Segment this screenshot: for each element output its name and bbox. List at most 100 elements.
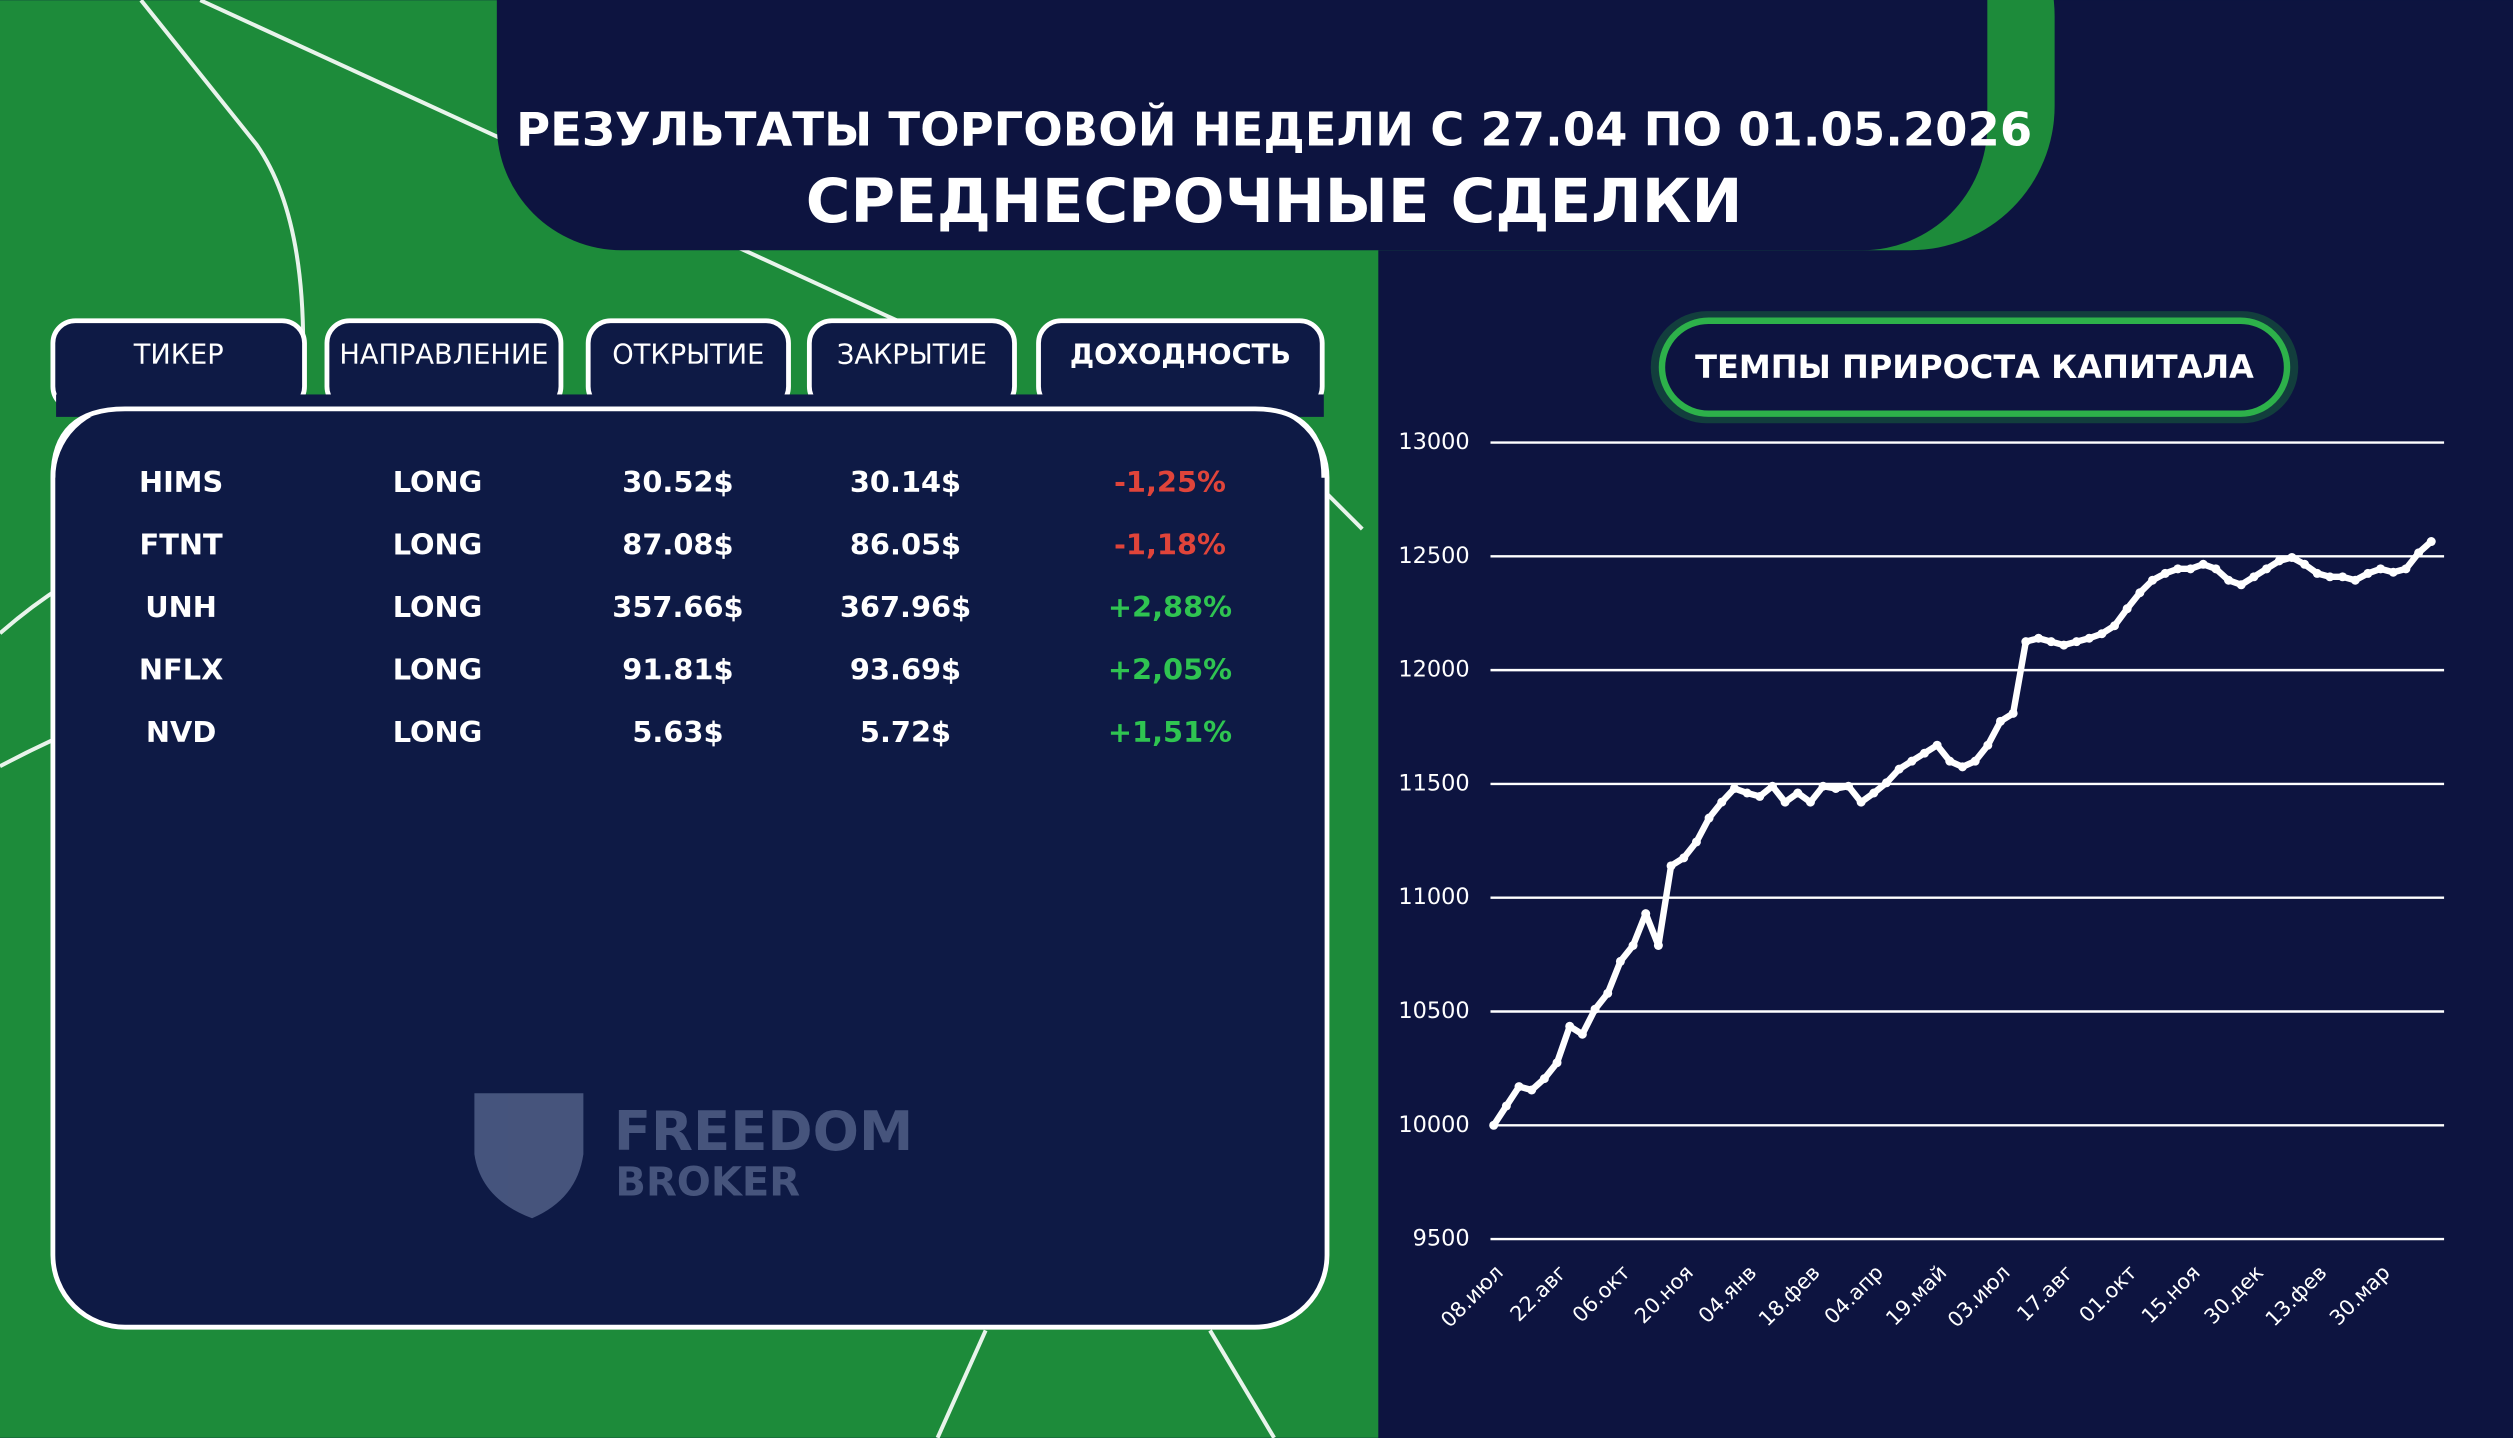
- y-tick-label: 9500: [1413, 1226, 1470, 1252]
- point: [2249, 572, 2259, 582]
- y-tick-label: 10500: [1398, 998, 1469, 1024]
- title-banner: [496, 0, 1988, 251]
- point: [1869, 788, 1879, 798]
- point: [2122, 604, 2132, 614]
- point: [2059, 640, 2069, 650]
- point: [1843, 781, 1853, 791]
- point: [2072, 637, 2081, 647]
- point: [1818, 781, 1828, 791]
- table-cell: +1,51%: [1108, 715, 1232, 749]
- table-cell: LONG: [393, 715, 483, 749]
- point: [1767, 781, 1777, 791]
- point: [2426, 537, 2436, 547]
- point: [1755, 791, 1765, 801]
- point: [1957, 762, 1967, 772]
- point: [1907, 756, 1917, 766]
- column-header: ТИКЕР: [133, 339, 224, 370]
- point: [2034, 633, 2043, 643]
- y-tick-label: 13000: [1398, 429, 1469, 455]
- table-cell: 367.96$: [840, 590, 971, 624]
- point: [1603, 988, 1613, 998]
- point: [1552, 1058, 1562, 1068]
- table-cell: LONG: [393, 528, 483, 562]
- point: [1894, 764, 1904, 774]
- point: [2363, 568, 2373, 578]
- point: [1501, 1101, 1511, 1111]
- table-cell: 357.66$: [612, 590, 743, 624]
- chart-title: ТЕМПЫ ПРИРОСТА КАПИТАЛА: [1695, 348, 2254, 386]
- point: [1514, 1082, 1524, 1092]
- point: [2046, 637, 2056, 647]
- point: [1983, 740, 1993, 750]
- point: [1641, 909, 1651, 919]
- table-cell: 30.14$: [850, 465, 961, 499]
- column-header: ОТКРЫТИЕ: [612, 339, 764, 370]
- y-tick-label: 11500: [1398, 770, 1469, 796]
- table-cell: -1,18%: [1114, 528, 1226, 562]
- point: [2350, 575, 2360, 585]
- point: [1527, 1085, 1537, 1095]
- table-cell: 86.05$: [850, 528, 961, 562]
- point: [2401, 564, 2411, 574]
- column-header: ДОХОДНОСТЬ: [1070, 339, 1291, 370]
- table-cell: 5.72$: [860, 715, 951, 749]
- point: [1653, 941, 1663, 950]
- point: [2338, 572, 2348, 582]
- table-cell: LONG: [393, 653, 483, 687]
- point: [2236, 580, 2246, 590]
- point: [2021, 637, 2031, 647]
- point: [2097, 629, 2107, 639]
- point: [1489, 1120, 1499, 1130]
- point: [2312, 568, 2322, 578]
- point: [1717, 797, 1727, 807]
- point: [2211, 564, 2221, 574]
- point: [1831, 783, 1841, 793]
- point: [2173, 564, 2183, 574]
- table-cell: LONG: [393, 590, 483, 624]
- chart-title-pill: [1658, 317, 2291, 417]
- y-tick-label: 10000: [1398, 1112, 1469, 1138]
- y-tick-label: 12500: [1398, 543, 1469, 569]
- point: [1539, 1074, 1549, 1084]
- point: [1704, 813, 1714, 823]
- column-header: НАПРАВЛЕНИЕ: [339, 339, 548, 370]
- title: РЕЗУЛЬТАТЫ ТОРГОВОЙ НЕДЕЛИ С 27.04 ПО 01…: [516, 103, 2032, 157]
- point: [1615, 956, 1625, 966]
- point: [2110, 621, 2120, 631]
- y-tick-label: 12000: [1398, 657, 1469, 683]
- table-cell: 30.52$: [622, 465, 733, 499]
- point: [2186, 564, 2196, 574]
- logo-shield: [474, 1093, 584, 1219]
- point: [2084, 633, 2094, 643]
- table-cell: HIMS: [139, 465, 223, 499]
- point: [2287, 552, 2297, 562]
- table-cell: NFLX: [139, 653, 223, 687]
- point: [2376, 564, 2386, 574]
- point: [2300, 559, 2310, 569]
- table-cell: UNH: [145, 590, 217, 624]
- point: [1729, 783, 1739, 793]
- point: [1793, 788, 1803, 798]
- point: [1780, 797, 1790, 807]
- point: [1666, 861, 1676, 871]
- table-cell: -1,25%: [1114, 465, 1226, 499]
- point: [2198, 559, 2208, 569]
- point: [1742, 788, 1752, 798]
- logo-sub: BROKER: [615, 1160, 800, 1206]
- point: [2388, 567, 2398, 577]
- table-cell: 87.08$: [622, 528, 733, 562]
- point: [1919, 748, 1929, 758]
- point: [1590, 1004, 1600, 1014]
- logo-name: FREEDOM: [614, 1099, 913, 1163]
- logo: FREEDOM BROKER: [474, 1093, 913, 1219]
- point: [2274, 556, 2284, 566]
- y-tick-label: 11000: [1398, 884, 1469, 910]
- point: [1996, 716, 2005, 726]
- table-cell: NVD: [146, 715, 216, 749]
- point: [2224, 575, 2234, 585]
- column-header: ЗАКРЫТИЕ: [837, 339, 987, 370]
- subtitle: СРЕДНЕСРОЧНЫЕ СДЕЛКИ: [806, 166, 1743, 237]
- point: [1945, 756, 1955, 766]
- table-cell: 93.69$: [850, 653, 961, 687]
